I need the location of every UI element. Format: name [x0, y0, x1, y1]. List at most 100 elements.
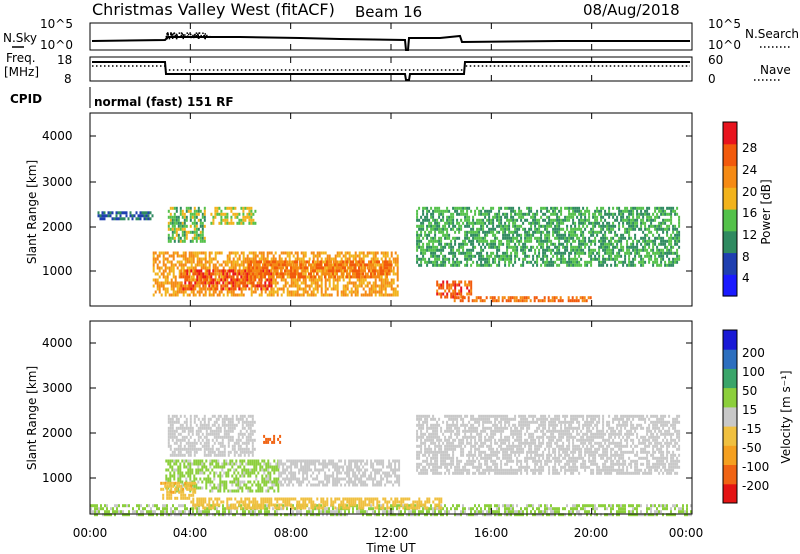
heatmap-cell — [201, 486, 204, 490]
heatmap-cell — [580, 221, 583, 225]
heatmap-cell — [330, 266, 332, 270]
heatmap-cell — [362, 263, 365, 267]
heatmap-cell — [498, 239, 501, 243]
heatmap-cell — [257, 462, 260, 466]
heatmap-cell — [674, 233, 677, 237]
heatmap-cell — [252, 281, 255, 285]
heatmap-cell — [169, 429, 172, 433]
heatmap-cell — [356, 284, 359, 288]
heatmap-cell — [598, 248, 601, 252]
heatmap-cell — [103, 211, 106, 215]
heatmap-cell — [526, 212, 529, 216]
heatmap-cell — [201, 215, 204, 219]
heatmap-cell — [237, 489, 240, 493]
heatmap-cell — [538, 242, 541, 246]
heatmap-cell — [546, 242, 549, 246]
heatmap-cell — [184, 251, 187, 255]
heatmap-cell — [636, 215, 639, 219]
heatmap-cell — [464, 206, 467, 210]
heatmap-cell — [221, 483, 224, 487]
heatmap-cell — [218, 278, 221, 282]
heatmap-cell — [543, 296, 546, 300]
heatmap-cell — [556, 206, 559, 210]
heatmap-cell — [243, 432, 246, 436]
heatmap-cell — [249, 426, 252, 430]
heatmap-cell — [97, 214, 100, 218]
heatmap-cell — [326, 260, 328, 264]
heatmap-cell — [252, 272, 254, 276]
heatmap-cell — [175, 227, 178, 231]
heatmap-cell — [298, 260, 301, 264]
heatmap-cell — [432, 263, 435, 267]
heatmap-cell — [207, 474, 210, 478]
heatmap-cell — [215, 429, 218, 433]
heatmap-cell — [242, 254, 245, 258]
heatmap-cell — [322, 272, 324, 276]
heatmap-cell — [549, 299, 552, 303]
heatmap-cell — [300, 480, 303, 484]
heatmap-cell — [312, 462, 315, 466]
heatmap-cell — [294, 293, 297, 297]
heatmap-cell — [172, 254, 175, 258]
heatmap-cell — [221, 423, 224, 427]
heatmap-cell — [600, 230, 603, 234]
heatmap-cell — [551, 296, 554, 300]
heatmap-cell — [258, 275, 261, 279]
heatmap-cell — [232, 278, 235, 282]
heatmap-cell — [394, 251, 397, 255]
freq-panel: Freq. [MHz] 18 8 60 0 Nave — [4, 51, 791, 86]
heatmap-cell — [478, 254, 481, 258]
heatmap-cell — [548, 248, 551, 252]
heatmap-cell — [442, 218, 445, 222]
heatmap-cell — [538, 221, 541, 225]
heatmap-cell — [540, 230, 543, 234]
heatmap-cell — [478, 209, 481, 213]
heatmap-cell — [472, 254, 475, 258]
heatmap-cell — [572, 260, 575, 264]
heatmap-cell — [208, 263, 211, 267]
heatmap-cell — [181, 423, 184, 427]
heatmap-cell — [624, 260, 627, 264]
heatmap-cell — [328, 275, 330, 279]
heatmap-cell — [206, 266, 209, 270]
heatmap-cell — [326, 263, 328, 267]
heatmap-cell — [660, 239, 663, 243]
heatmap-cell — [468, 206, 471, 210]
heatmap-cell — [488, 245, 491, 249]
heatmap-cell — [390, 260, 392, 264]
heatmap-cell — [348, 260, 351, 264]
heatmap-cell — [238, 254, 241, 258]
heatmap-cell — [318, 459, 321, 463]
heatmap-cell — [380, 272, 382, 276]
heatmap-cell — [260, 281, 263, 285]
heatmap-cell — [185, 435, 188, 439]
heatmap-cell — [308, 465, 311, 469]
heatmap-cell — [253, 447, 256, 451]
heatmap-cell — [227, 426, 230, 430]
heatmap-cell — [392, 260, 395, 264]
heatmap-cell — [227, 435, 230, 439]
heatmap-cell — [183, 444, 186, 448]
heatmap-cell — [572, 233, 575, 237]
heatmap-cell — [644, 245, 647, 249]
heatmap-cell — [318, 483, 321, 487]
heatmap-cell — [320, 263, 322, 267]
heatmap-cell — [253, 429, 256, 433]
heatmap-cell — [166, 275, 169, 279]
heatmap-cell — [320, 278, 323, 282]
heatmap-cell — [628, 263, 631, 267]
heatmap-cell — [330, 272, 333, 276]
heatmap-cell — [302, 257, 305, 261]
heatmap-cell — [227, 471, 230, 475]
heatmap-cell — [374, 257, 377, 261]
heatmap-cell — [204, 251, 207, 255]
heatmap-cell — [179, 441, 182, 445]
heatmap-cell — [231, 423, 234, 427]
heatmap-cell — [185, 420, 188, 424]
heatmap-cell — [458, 248, 461, 252]
heatmap-cell — [532, 212, 535, 216]
heatmap-cell — [286, 477, 289, 481]
heatmap-cell — [390, 287, 393, 291]
heatmap-cell — [109, 211, 112, 215]
heatmap-cell — [584, 245, 587, 249]
